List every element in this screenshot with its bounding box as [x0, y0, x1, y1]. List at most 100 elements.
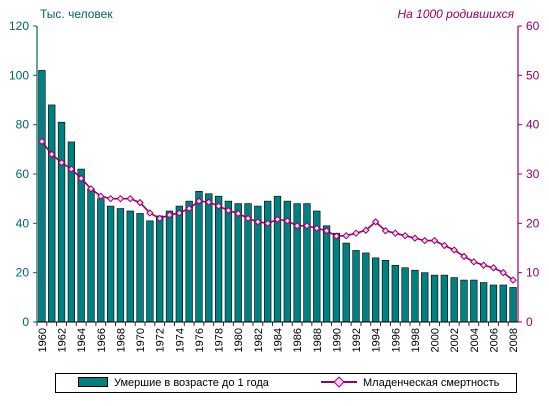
rate-point-1989 [322, 227, 331, 235]
bar-1999 [421, 272, 429, 323]
left-tick-label: 0 [22, 315, 29, 329]
bar-1992 [352, 250, 360, 323]
bar-1966 [97, 198, 105, 323]
bar-1989 [322, 225, 331, 323]
rate-point-2003 [460, 252, 468, 261]
x-tick-label: 1962 [57, 328, 69, 352]
x-tick-label: 1986 [292, 328, 304, 352]
rate-point-1994 [371, 218, 380, 226]
x-tick-label: 1964 [76, 328, 88, 352]
line-series [38, 137, 517, 284]
bar-1979 [224, 200, 233, 323]
rate-point-1965 [87, 185, 95, 193]
rate-point-1984 [273, 215, 282, 224]
rate-point-2005 [479, 261, 488, 269]
rate-point-1981 [244, 214, 252, 223]
left-tick-label: 100 [9, 68, 29, 82]
bar-1965 [87, 188, 95, 323]
rate-point-1970 [136, 198, 144, 207]
rate-point-1987 [303, 222, 311, 230]
right-tick-label: 0 [526, 315, 533, 329]
x-axis-ticks: 1960 1962 1964 1966 1968 1970 1972 1974 1976 1978… [36, 322, 520, 352]
x-tick-label: 2000 [430, 328, 442, 352]
rate-point-1974 [175, 209, 184, 217]
rate-point-1968 [116, 194, 125, 203]
bar-1990 [332, 232, 341, 323]
x-tick-label: 1988 [312, 328, 324, 352]
x-tick-label: 1968 [115, 328, 127, 352]
bar-1975 [185, 200, 193, 323]
bar-2003 [460, 279, 468, 323]
x-tick-label: 1978 [214, 328, 226, 352]
bar-1984 [273, 195, 282, 323]
rate-point-1961 [48, 150, 56, 158]
bar-1986 [293, 203, 301, 323]
rate-point-1969 [126, 194, 134, 203]
x-tick-label: 1984 [273, 328, 285, 352]
rate-point-2007 [499, 268, 507, 277]
left-tick-label: 60 [16, 167, 30, 181]
rate-point-1990 [332, 232, 341, 240]
rate-point-2000 [430, 236, 439, 245]
x-tick-label: 2004 [469, 328, 481, 352]
bar-1967 [106, 205, 115, 323]
rate-point-2002 [450, 246, 458, 254]
x-tick-label: 1960 [37, 328, 49, 352]
right-axis-unit-label: На 1000 родившихся [397, 7, 514, 21]
rate-point-1980 [234, 209, 242, 218]
rate-point-2006 [489, 264, 498, 272]
legend-item-bars: Умершие в возрасте до 1 года [78, 377, 269, 389]
bar-1998 [411, 269, 419, 323]
left-tick-label: 40 [16, 216, 30, 230]
bar-1987 [303, 203, 311, 323]
x-tick-label: 1994 [371, 328, 383, 352]
rate-point-1972 [155, 214, 164, 223]
rate-point-1997 [401, 231, 409, 240]
bar-1980 [234, 203, 242, 323]
x-tick-label: 1982 [253, 328, 265, 352]
rate-point-1995 [381, 227, 390, 235]
bar-1969 [126, 210, 134, 323]
rate-point-1964 [77, 174, 85, 183]
x-tick-label: 1972 [155, 328, 167, 352]
rate-point-1992 [352, 229, 360, 237]
rate-point-1991 [342, 231, 350, 240]
left-axis-ticks: 0 20 40 60 80 100 120 [9, 19, 37, 329]
bar-1996 [391, 264, 399, 323]
x-tick-label: 1980 [233, 328, 245, 352]
rate-point-1982 [254, 218, 262, 226]
bar-1994 [372, 257, 380, 323]
bar-1973 [165, 210, 174, 323]
rate-point-1967 [106, 194, 115, 203]
rate-point-2001 [440, 241, 449, 250]
right-tick-label: 10 [526, 266, 540, 280]
x-tick-label: 1974 [174, 328, 186, 352]
bar-1978 [214, 195, 223, 323]
right-tick-label: 30 [526, 167, 540, 181]
bar-1962 [57, 121, 66, 323]
bar-series [38, 70, 517, 323]
bar-1970 [136, 213, 144, 323]
right-axis-ticks: 0 10 20 30 40 50 60 [518, 19, 540, 329]
bar-1968 [116, 208, 125, 323]
rate-point-1976 [195, 197, 203, 205]
rate-point-1996 [391, 229, 400, 237]
right-tick-label: 60 [526, 19, 540, 33]
x-tick-label: 2002 [449, 328, 461, 352]
rate-point-1988 [313, 224, 321, 232]
bar-1974 [175, 205, 183, 323]
rate-point-1983 [263, 219, 272, 228]
bar-1983 [264, 200, 272, 323]
bar-2007 [499, 284, 507, 323]
bar-2006 [489, 284, 498, 323]
bar-1993 [362, 252, 370, 323]
bar-1960 [38, 70, 46, 323]
rate-point-1973 [165, 211, 174, 219]
rate-point-2004 [470, 258, 478, 266]
bar-1997 [401, 267, 409, 323]
right-tick-label: 20 [526, 216, 540, 230]
x-tick-label: 1998 [410, 328, 422, 352]
rate-point-1993 [362, 226, 370, 234]
bar-2008 [509, 287, 517, 323]
rate-point-1963 [67, 165, 76, 173]
